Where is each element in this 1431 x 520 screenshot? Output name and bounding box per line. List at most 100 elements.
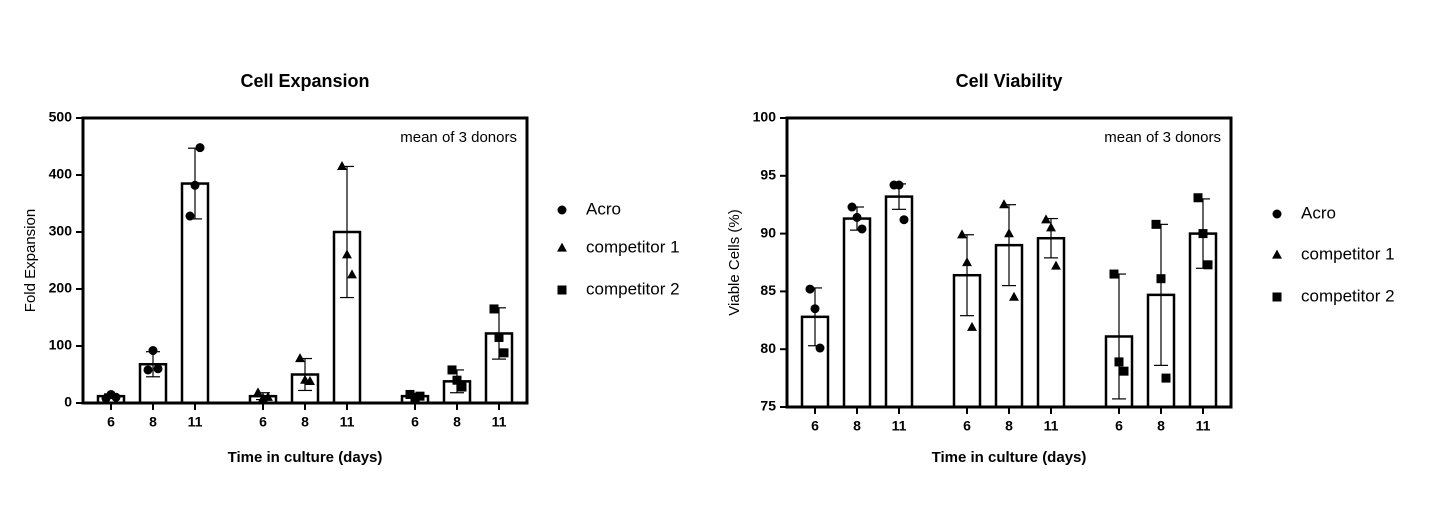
legend-marker [557, 285, 567, 295]
point [263, 391, 273, 401]
x-tick-label: 11 [892, 418, 907, 434]
x-axis-label: Time in culture (days) [228, 449, 383, 466]
y-tick-label: 90 [760, 224, 776, 240]
point [342, 249, 352, 259]
legend-label: Acro [1301, 203, 1336, 222]
chart-title: Cell Viability [956, 71, 1063, 91]
y-tick-label: 100 [753, 109, 777, 125]
y-tick-label: 100 [49, 337, 73, 353]
y-tick-label: 95 [760, 167, 776, 183]
axes-frame [785, 116, 1233, 409]
point [494, 332, 504, 342]
point [447, 365, 457, 375]
point [457, 382, 467, 392]
axes-frame [81, 116, 529, 405]
legend-label: Acro [586, 199, 621, 218]
point [295, 353, 305, 363]
x-tick-label: 11 [1196, 418, 1211, 434]
x-tick-label: 8 [149, 414, 157, 430]
point [253, 387, 263, 397]
point [489, 304, 499, 314]
point [415, 391, 425, 401]
point [957, 229, 967, 239]
plot [96, 147, 514, 403]
point [1193, 193, 1203, 203]
x-tick-label: 6 [411, 414, 419, 430]
y-axis-label: Fold Expansion [22, 209, 39, 312]
point [410, 392, 420, 402]
x-axis-label: Time in culture (days) [932, 449, 1087, 466]
annotation: mean of 3 donors [400, 129, 517, 146]
point [337, 161, 347, 171]
point [1004, 228, 1014, 238]
point [810, 304, 820, 314]
bar [842, 217, 872, 407]
y-tick-label: 300 [49, 223, 73, 239]
point [499, 348, 509, 358]
point [1046, 222, 1056, 232]
x-tick-label: 8 [1157, 418, 1165, 434]
point [962, 257, 972, 267]
annotation: mean of 3 donors [1104, 129, 1221, 146]
point [852, 212, 862, 222]
y-tick-label: 400 [49, 166, 73, 182]
point [405, 389, 415, 399]
point [805, 284, 815, 294]
x-tick-label: 8 [853, 418, 861, 434]
legend-label: competitor 2 [586, 279, 680, 298]
legend-label: competitor 1 [1301, 244, 1395, 263]
point [143, 365, 153, 375]
chart-title: Cell Expansion [240, 71, 369, 91]
y-tick-label: 80 [760, 340, 776, 356]
point [452, 375, 462, 385]
point [1009, 291, 1019, 301]
x-tick-label: 6 [1115, 418, 1123, 434]
point [1161, 373, 1171, 383]
y-tick-label: 75 [760, 398, 776, 414]
y-tick-label: 500 [49, 109, 73, 125]
legend-marker [1272, 249, 1282, 259]
point [347, 269, 357, 279]
bar [1036, 236, 1066, 407]
y-tick-label: 200 [49, 280, 73, 296]
x-tick-label: 8 [453, 414, 461, 430]
x-tick-label: 6 [259, 414, 267, 430]
x-tick-label: 11 [1044, 418, 1059, 434]
point [111, 392, 121, 402]
point [1051, 260, 1061, 270]
point [1119, 366, 1129, 376]
bar [800, 315, 830, 407]
legend-label: competitor 1 [586, 237, 680, 256]
y-tick-label: 0 [64, 394, 72, 410]
point [305, 375, 315, 385]
x-tick-label: 11 [492, 414, 507, 430]
point [857, 224, 867, 234]
point [148, 346, 158, 356]
point [1151, 219, 1161, 229]
point [1203, 260, 1213, 270]
x-tick-label: 6 [963, 418, 971, 434]
x-tick-label: 8 [1005, 418, 1013, 434]
point [1156, 274, 1166, 284]
legend-marker [557, 242, 567, 252]
bar [884, 195, 914, 407]
point [899, 215, 909, 225]
point [894, 180, 904, 190]
y-axis-label: Viable Cells (%) [726, 209, 743, 315]
x-tick-label: 6 [811, 418, 819, 434]
point [815, 343, 825, 353]
point [1114, 357, 1124, 367]
x-tick-label: 8 [301, 414, 309, 430]
point [1198, 229, 1208, 239]
point [999, 199, 1009, 209]
point [153, 364, 163, 374]
point [847, 202, 857, 212]
point [967, 321, 977, 331]
plot [800, 183, 1218, 407]
legend-marker [557, 205, 567, 215]
legend-marker [1272, 292, 1282, 302]
x-tick-label: 11 [340, 414, 355, 430]
x-tick-label: 6 [107, 414, 115, 430]
x-tick-label: 11 [188, 414, 203, 430]
